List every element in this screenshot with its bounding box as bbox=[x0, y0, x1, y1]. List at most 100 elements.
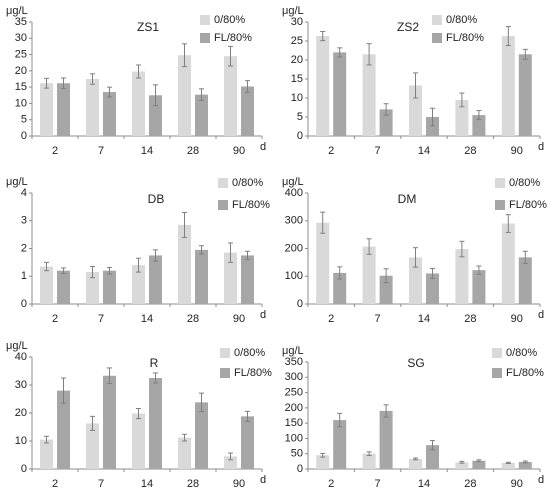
zs2-x-tick-label: 90 bbox=[511, 145, 523, 157]
zs2-legend-swatch-2 bbox=[432, 33, 442, 43]
r-bar-control-90 bbox=[224, 456, 237, 469]
db-bar-control-7 bbox=[86, 272, 99, 304]
r-y-tick-label: 40 bbox=[15, 351, 27, 363]
r-bar-control-28 bbox=[178, 437, 191, 469]
db-chart-title: DB bbox=[148, 192, 165, 206]
sg-y-axis-label: μg/L bbox=[282, 345, 304, 357]
r-x-tick-label: 7 bbox=[98, 478, 104, 490]
dm-x-tick-label: 7 bbox=[375, 313, 381, 325]
db-legend-swatch-1 bbox=[218, 178, 228, 188]
zs2-y-tick-label: 20 bbox=[291, 54, 303, 66]
zs2-y-tick-label: 0 bbox=[297, 130, 303, 142]
zs2-bar-control-7 bbox=[362, 54, 376, 136]
db-x-tick-label: 28 bbox=[187, 313, 199, 325]
db-y-tick-label: 2 bbox=[21, 242, 27, 254]
zs1-bar-control-7 bbox=[86, 79, 99, 136]
dm-bar-fl-90 bbox=[518, 257, 532, 304]
db-x-tick-label: 90 bbox=[233, 313, 245, 325]
zs2-legend-swatch-1 bbox=[432, 15, 442, 25]
db-bar-fl-7 bbox=[103, 270, 116, 304]
zs2-bar-fl-14 bbox=[426, 117, 439, 136]
r-bar-fl-90 bbox=[241, 416, 254, 469]
dm-y-axis-label: μg/L bbox=[282, 176, 304, 188]
zs2-x-tick-label: 7 bbox=[375, 145, 381, 157]
sg-chart-title: SG bbox=[407, 356, 424, 370]
db-legend-label-1: 0/80% bbox=[232, 177, 263, 189]
r-y-tick-label: 20 bbox=[15, 407, 27, 419]
dm-bar-control-7 bbox=[362, 246, 376, 304]
zs2-y-tick-label: 5 bbox=[297, 111, 303, 123]
dm-y-tick-label: 400 bbox=[285, 187, 303, 199]
zs1-x-tick-label: 90 bbox=[233, 145, 245, 157]
dm-x-axis-unit: d bbox=[538, 309, 544, 321]
r-x-tick-label: 28 bbox=[187, 478, 199, 490]
zs1-y-tick-label: 25 bbox=[15, 48, 27, 60]
r-y-tick-label: 10 bbox=[15, 435, 27, 447]
sg-legend-swatch-2 bbox=[492, 368, 502, 378]
r-bar-control-2 bbox=[40, 439, 53, 469]
zs1-y-tick-label: 30 bbox=[15, 32, 27, 44]
dm-legend-swatch-1 bbox=[495, 178, 505, 188]
db-y-axis-label: μg/L bbox=[6, 176, 28, 188]
dm-bar-fl-2 bbox=[333, 272, 347, 304]
zs2-legend-label-2: FL/80% bbox=[446, 32, 484, 44]
zs2-bar-fl-90 bbox=[518, 54, 532, 136]
zs1-bar-fl-28 bbox=[195, 94, 208, 136]
zs2-y-tick-label: 25 bbox=[291, 35, 303, 47]
dm-x-tick-label: 28 bbox=[464, 313, 476, 325]
sg-y-tick-label: 0 bbox=[297, 463, 303, 475]
zs2-x-tick-label: 2 bbox=[328, 145, 334, 157]
zs1-x-tick-label: 28 bbox=[187, 145, 199, 157]
sg-bar-fl-28 bbox=[472, 460, 486, 469]
zs1-chart-title: ZS1 bbox=[137, 20, 159, 34]
r-x-tick-label: 2 bbox=[52, 478, 58, 490]
zs1-x-tick-label: 14 bbox=[141, 145, 153, 157]
dm-bar-control-2 bbox=[316, 222, 330, 304]
r-y-tick-label: 30 bbox=[15, 379, 27, 391]
zs2-bar-control-90 bbox=[501, 36, 515, 137]
zs2-chart-title: ZS2 bbox=[397, 20, 419, 34]
sg-bar-control-2 bbox=[316, 455, 330, 469]
dm-x-tick-label: 2 bbox=[328, 313, 334, 325]
sg-y-tick-label: 50 bbox=[291, 448, 303, 460]
zs1-y-tick-label: 0 bbox=[21, 130, 27, 142]
db-y-tick-label: 4 bbox=[21, 187, 27, 199]
db-bar-control-28 bbox=[178, 224, 191, 304]
dm-legend-label-2: FL/80% bbox=[509, 199, 547, 211]
r-y-tick-label: 0 bbox=[21, 463, 27, 475]
sg-y-tick-label: 350 bbox=[285, 356, 303, 368]
dm-bar-control-14 bbox=[409, 257, 422, 304]
zs1-bar-control-90 bbox=[224, 56, 237, 137]
sg-bar-control-14 bbox=[409, 458, 422, 469]
db-bar-control-14 bbox=[132, 265, 145, 304]
sg-legend-label-1: 0/80% bbox=[506, 347, 537, 359]
r-bar-fl-7 bbox=[103, 375, 116, 469]
sg-bar-fl-14 bbox=[426, 445, 439, 469]
db-bar-fl-90 bbox=[241, 255, 254, 304]
dm-x-tick-label: 14 bbox=[418, 313, 430, 325]
r-legend-label-1: 0/80% bbox=[234, 347, 265, 359]
db-bar-fl-28 bbox=[195, 249, 208, 304]
zs2-x-axis-unit: d bbox=[538, 141, 544, 153]
zs2-x-tick-label: 28 bbox=[464, 145, 476, 157]
sg-x-tick-label: 90 bbox=[511, 478, 523, 490]
db-legend-swatch-2 bbox=[218, 200, 228, 210]
r-legend-label-2: FL/80% bbox=[234, 367, 272, 379]
dm-legend-swatch-2 bbox=[495, 200, 505, 210]
zs1-x-tick-label: 2 bbox=[52, 145, 58, 157]
sg-y-tick-label: 300 bbox=[285, 371, 303, 383]
db-bar-fl-2 bbox=[57, 270, 70, 304]
zs1-y-tick-label: 5 bbox=[21, 114, 27, 126]
db-x-tick-label: 7 bbox=[98, 313, 104, 325]
zs1-bar-fl-7 bbox=[103, 92, 116, 136]
sg-y-tick-label: 150 bbox=[285, 417, 303, 429]
zs2-x-tick-label: 14 bbox=[418, 145, 430, 157]
dm-y-tick-label: 200 bbox=[285, 242, 303, 254]
zs1-y-tick-label: 10 bbox=[15, 97, 27, 109]
dm-bar-fl-14 bbox=[426, 273, 439, 304]
sg-x-tick-label: 28 bbox=[464, 478, 476, 490]
r-bar-fl-28 bbox=[195, 402, 208, 469]
zs1-bar-control-2 bbox=[40, 83, 53, 136]
sg-x-tick-label: 14 bbox=[418, 478, 430, 490]
zs1-y-tick-label: 15 bbox=[15, 81, 27, 93]
